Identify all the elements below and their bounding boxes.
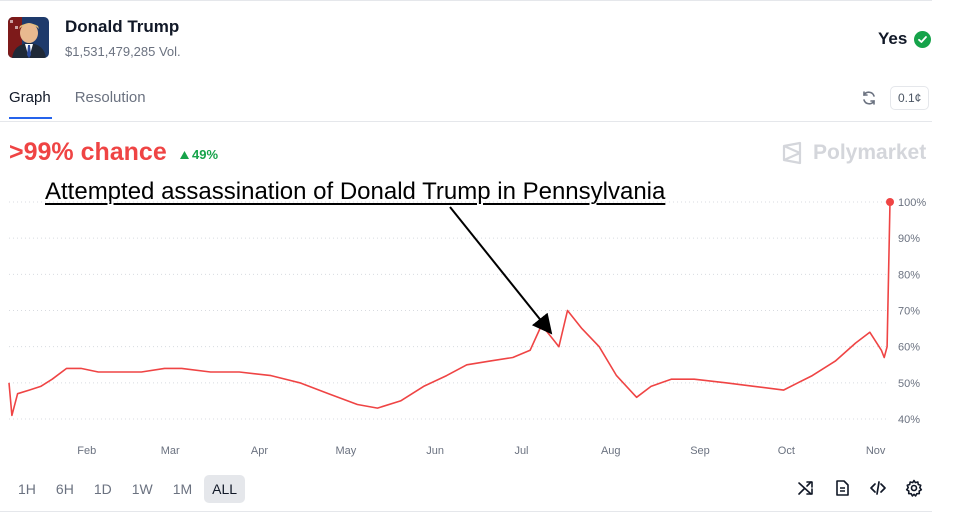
gear-icon[interactable]: [905, 479, 923, 497]
range-6h-button[interactable]: 6H: [55, 481, 74, 497]
refresh-icon[interactable]: [860, 89, 878, 107]
outcome-text: Yes: [878, 29, 908, 48]
x-tick-label: May: [335, 445, 356, 457]
y-tick-label: 50%: [898, 378, 920, 390]
top-divider: [0, 0, 932, 1]
change-value: 49%: [192, 147, 219, 162]
x-tick-label: Aug: [601, 445, 621, 457]
bottom-divider: [0, 511, 932, 512]
active-tab-indicator: [9, 117, 52, 119]
x-tick-label: Jul: [514, 445, 528, 457]
price-chart: 40% 50% 60% 70% 80% 90% 100% Feb Mar Apr May Jun Ju…: [8, 197, 926, 457]
x-tick-label: Jun: [426, 445, 444, 457]
x-tick-label: Nov: [866, 445, 886, 457]
precision-button[interactable]: 0.1¢: [890, 86, 930, 110]
annotation-text: Attempted assassination of Donald Trump …: [45, 178, 666, 205]
tab-bar: Graph Resolution: [9, 89, 146, 115]
market-volume: $1,531,479,285 Vol.: [65, 44, 181, 59]
current-value-dot: [886, 198, 894, 206]
polymarket-logo-icon: [782, 141, 802, 165]
market-title: Donald Trump: [65, 17, 180, 36]
tab-resolution[interactable]: Resolution: [74, 89, 146, 106]
x-tick-label: Feb: [77, 445, 96, 457]
x-tick-label: Apr: [251, 445, 268, 457]
chart-toolbar: [797, 479, 923, 497]
y-tick-label: 60%: [898, 342, 920, 354]
x-tick-label: Mar: [161, 445, 180, 457]
polymarket-watermark: Polymarket: [781, 141, 926, 165]
code-icon[interactable]: [869, 479, 887, 497]
y-tick-label: 100%: [898, 197, 926, 209]
outcome-label: Yes: [878, 29, 932, 49]
y-tick-label: 70%: [898, 306, 920, 318]
check-circle-icon: [914, 30, 932, 48]
candidate-avatar: [8, 17, 49, 58]
time-range-selector: 1H 6H 1D 1W 1M ALL: [10, 475, 246, 503]
triangle-up-icon: [180, 150, 189, 159]
range-all-button[interactable]: ALL: [204, 475, 246, 503]
range-1m-button[interactable]: 1M: [172, 481, 193, 497]
x-tick-label: Oct: [778, 445, 795, 457]
change-badge: 49%: [180, 147, 218, 162]
x-tick-label: Sep: [690, 445, 710, 457]
shuffle-icon[interactable]: [797, 479, 815, 497]
annotation-arrow: [449, 206, 553, 335]
y-tick-label: 80%: [898, 269, 920, 281]
chance-label: >99% chance: [9, 138, 167, 166]
document-icon[interactable]: [833, 479, 851, 497]
series-line: [8, 201, 891, 417]
range-1h-button[interactable]: 1H: [18, 481, 36, 497]
brand-name: Polymarket: [813, 141, 927, 164]
y-tick-label: 40%: [898, 414, 920, 426]
y-tick-label: 90%: [898, 233, 920, 245]
range-1d-button[interactable]: 1D: [93, 481, 112, 497]
tab-divider: [0, 121, 932, 122]
tab-graph[interactable]: Graph: [9, 89, 51, 106]
range-1w-button[interactable]: 1W: [131, 481, 153, 497]
